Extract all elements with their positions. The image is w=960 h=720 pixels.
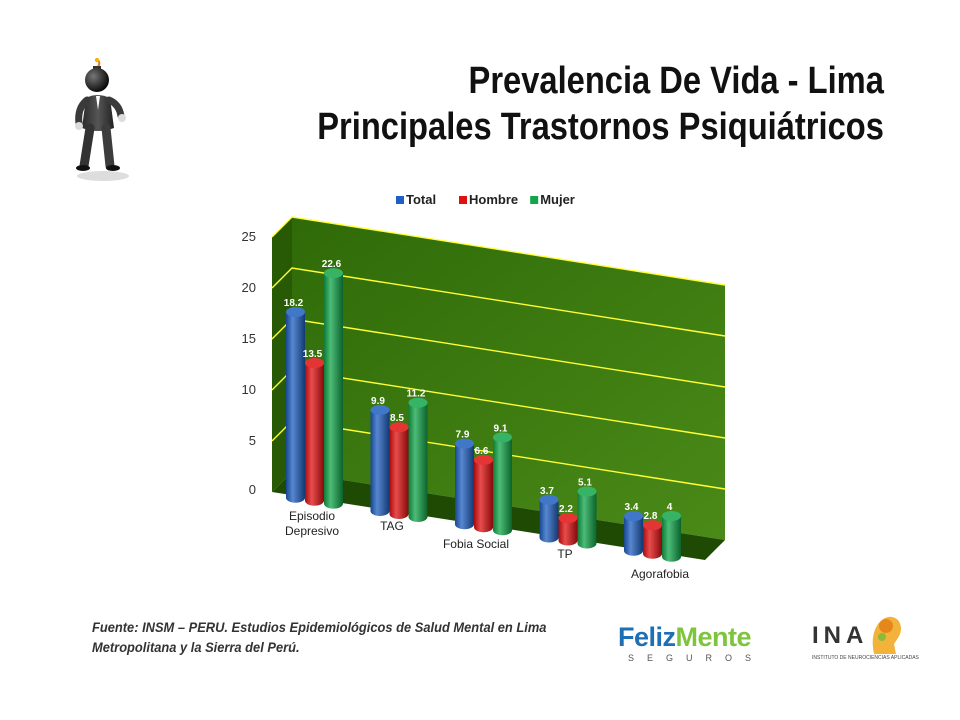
logo-mente-text: Mente	[675, 622, 752, 652]
data-label: 5.1	[578, 477, 592, 488]
data-label: 22.6	[322, 259, 342, 270]
bar-top	[455, 438, 474, 449]
data-label: 4	[667, 502, 673, 513]
bar-top	[558, 513, 578, 524]
bar-total-2: 7.9	[455, 430, 474, 530]
bar-top	[643, 520, 662, 531]
bar-body	[643, 525, 662, 559]
bar-top	[408, 397, 428, 408]
bar-hombre-2: 6.6	[474, 446, 493, 533]
bar-top	[577, 486, 597, 497]
data-label: 3.4	[625, 502, 639, 513]
bar-top	[370, 404, 390, 415]
bar-body	[493, 437, 512, 536]
source-line-2: Metropolitana y la Sierra del Perú.	[92, 639, 300, 655]
bar-body	[305, 362, 324, 506]
legend-label-total: Total	[406, 192, 436, 207]
bar-hombre-0: 13.5	[303, 349, 324, 506]
bar-body	[624, 516, 643, 556]
y-tick-label: 15	[242, 331, 256, 346]
y-tick-label: 25	[242, 229, 256, 244]
data-label: 6.6	[475, 446, 489, 457]
bar-top	[389, 422, 409, 433]
legend-swatch-hombre	[459, 196, 467, 204]
bar-body	[408, 402, 428, 522]
bar-total-0: 18.2	[284, 298, 305, 503]
data-label: 2.8	[644, 511, 658, 522]
data-label: 2.2	[559, 504, 573, 515]
bar-mujer-2: 9.1	[493, 423, 512, 536]
bar-top	[305, 357, 324, 368]
bar-total-1: 9.9	[370, 396, 390, 516]
bar-top	[624, 511, 643, 522]
bar-top	[286, 307, 305, 318]
bar-body	[662, 515, 681, 562]
bar-body	[455, 443, 474, 530]
ina-logo: INA INSTITUTO DE NEUROCIENCIAS APLICADAS	[808, 608, 919, 668]
x-tick-label: TAG	[380, 519, 404, 533]
data-label: 3.7	[540, 486, 554, 497]
bar-mujer-1: 11.2	[407, 389, 428, 522]
bar-hombre-1: 8.5	[389, 413, 409, 519]
legend-swatch-mujer	[530, 196, 539, 204]
x-tick-label: Agorafobia	[631, 567, 689, 581]
y-tick-label: 5	[249, 433, 256, 448]
x-tick-label: Fobia Social	[443, 537, 509, 551]
gridline-20	[271, 267, 726, 337]
page-subtitle: Principales Trastornos Psiquiátricos	[317, 106, 884, 148]
ina-head-icon	[872, 616, 901, 654]
bar-top	[662, 510, 681, 521]
y-tick-label: 20	[242, 280, 256, 295]
bar-mujer-0: 22.6	[322, 259, 343, 509]
bar-hombre-3: 2.2	[558, 504, 578, 546]
y-tick-label: 10	[242, 382, 256, 397]
bar-body	[324, 273, 343, 509]
bar-body	[577, 491, 597, 549]
data-label: 9.1	[494, 423, 508, 434]
bar-total-4: 3.4	[624, 502, 643, 556]
data-label: 18.2	[284, 298, 304, 309]
page-title: Prevalencia De Vida - Lima	[468, 60, 884, 102]
gridline-25	[271, 216, 726, 286]
source-note: Fuente: INSM – PERU. Estudios Epidemioló…	[92, 617, 572, 657]
source-line-1: Fuente: INSM – PERU. Estudios Epidemioló…	[92, 619, 547, 635]
felizmente-logo: FelizMente SEGUROS	[618, 622, 778, 666]
y-tick-label: 0	[249, 482, 256, 497]
x-tick-label: Episodio Depresivo	[285, 509, 339, 538]
data-label: 8.5	[390, 413, 404, 424]
logo-ina-subtitle: INSTITUTO DE NEUROCIENCIAS APLICADAS	[812, 655, 919, 661]
bar-body	[370, 409, 390, 516]
logo-ina-text: INA	[812, 622, 869, 649]
bar-top	[474, 454, 493, 465]
data-label: 11.2	[407, 389, 426, 400]
bar-top	[493, 432, 512, 443]
bar-mujer-4: 4	[662, 502, 681, 562]
logo-feliz-text: Feliz	[618, 622, 676, 652]
logo-seguros-text: SEGUROS	[628, 653, 765, 663]
data-label: 9.9	[371, 396, 385, 407]
data-label: 7.9	[456, 430, 470, 441]
bar-body	[389, 427, 409, 519]
legend-label-mujer: Mujer	[540, 192, 575, 207]
title-block: Prevalencia De Vida - Lima Principales T…	[225, 58, 884, 150]
x-tick-label: TP	[557, 547, 572, 561]
bar-hombre-4: 2.8	[643, 511, 662, 559]
bar-top	[539, 494, 559, 505]
bar-body	[558, 518, 578, 546]
bar-body	[474, 459, 493, 533]
data-label: 13.5	[303, 349, 323, 360]
legend-label-hombre: Hombre	[469, 192, 518, 207]
stick-figure-bomb-head-icon	[75, 58, 129, 181]
bar-top	[324, 268, 343, 279]
bar-body	[286, 312, 305, 503]
bar-mujer-3: 5.1	[577, 477, 597, 549]
bar-total-3: 3.7	[539, 486, 559, 543]
legend-swatch-total	[396, 196, 404, 204]
bar-body	[539, 499, 559, 543]
